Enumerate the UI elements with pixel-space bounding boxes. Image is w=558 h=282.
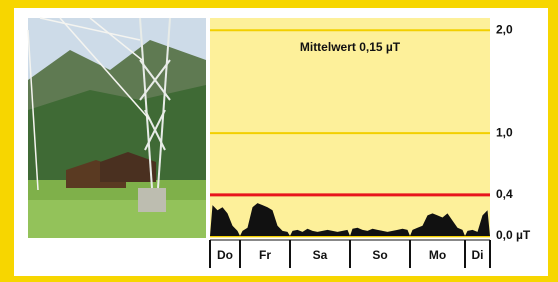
y-tick-label: 1,0	[496, 125, 513, 139]
y-tick-label: 0,0 µT	[496, 228, 531, 242]
x-tick-label: Sa	[313, 248, 328, 262]
x-tick-label: Di	[472, 248, 484, 262]
y-tick-label: 0,4	[496, 187, 513, 201]
x-tick-label: Mo	[429, 248, 446, 262]
y-tick-label: 2,0	[496, 22, 513, 36]
chart: 0,0 µT 0,4 1,0 2,0 Mittelwert 0,15 µT Do Fr Sa S…	[0, 0, 558, 282]
x-tick-label: So	[372, 248, 387, 262]
x-tick-label: Do	[217, 248, 233, 262]
chart-title: Mittelwert 0,15 µT	[300, 40, 401, 54]
x-tick-label: Fr	[259, 248, 271, 262]
photo	[28, 18, 206, 238]
